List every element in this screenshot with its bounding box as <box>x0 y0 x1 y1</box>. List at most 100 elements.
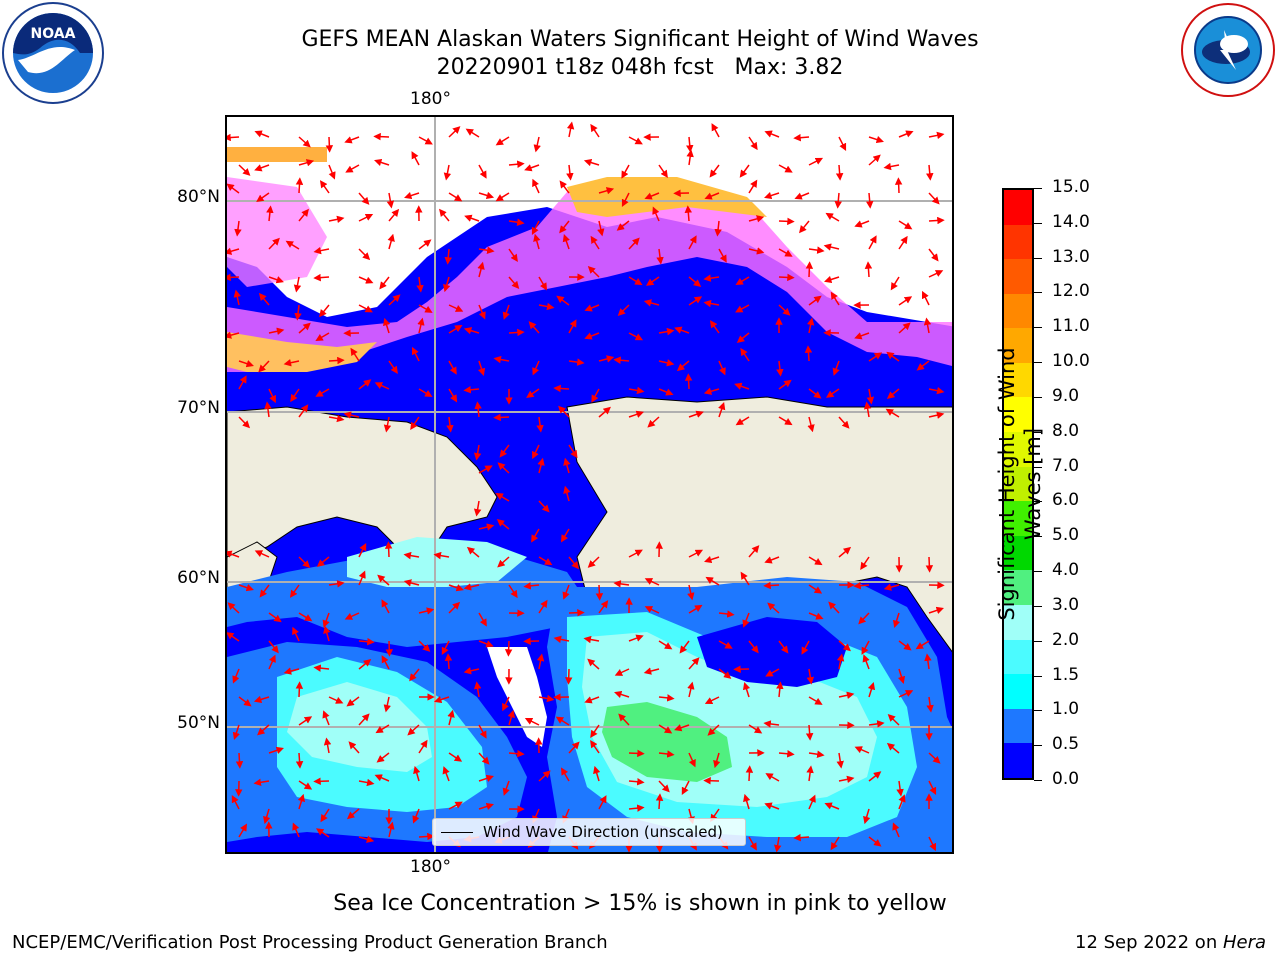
wave-direction-arrow <box>713 752 721 769</box>
wave-direction-arrow <box>740 571 750 586</box>
wave-direction-arrow <box>898 130 914 138</box>
wave-direction-arrow <box>711 123 720 138</box>
wave-direction-arrow <box>890 276 900 291</box>
colorbar-segment <box>1004 328 1032 363</box>
wave-direction-arrow <box>808 157 824 166</box>
wave-direction-arrow <box>824 802 840 810</box>
wave-direction-arrow <box>647 416 660 428</box>
wave-direction-arrow <box>658 780 670 793</box>
wave-direction-arrow <box>507 709 515 726</box>
wave-direction-arrow <box>748 136 758 151</box>
wave-direction-arrow <box>508 749 525 758</box>
wave-direction-arrow <box>595 584 604 601</box>
wave-direction-arrow <box>409 668 420 682</box>
wave-direction-arrow <box>532 360 540 376</box>
wave-direction-arrow <box>441 640 450 656</box>
wave-direction-arrow <box>618 713 630 726</box>
colorbar-segment <box>1004 362 1032 398</box>
wave-direction-arrow <box>328 164 336 180</box>
wave-direction-arrow <box>508 218 525 226</box>
colorbar-tick-label: 12.0 <box>1052 281 1090 301</box>
wave-direction-arrow <box>290 388 300 403</box>
wave-direction-arrow <box>748 545 760 558</box>
wave-direction-arrow <box>898 220 913 230</box>
colorbar-segment <box>1004 743 1032 778</box>
wave-direction-arrow <box>658 388 674 396</box>
colorbar-tick-label: 4.0 <box>1052 560 1080 580</box>
wave-direction-arrow <box>709 164 720 178</box>
wave-direction-arrow <box>562 234 570 250</box>
wave-direction-arrow <box>928 192 940 205</box>
colorbar-tick <box>1034 362 1042 363</box>
wave-direction-arrow <box>283 667 300 675</box>
wave-direction-arrow <box>710 808 720 822</box>
colorbar-tick <box>1034 606 1042 607</box>
wave-direction-arrow <box>477 360 486 376</box>
wave-direction-arrow <box>508 248 518 262</box>
wave-direction-arrow <box>298 612 313 622</box>
wave-direction-arrow <box>404 191 420 200</box>
wave-direction-arrow <box>793 833 810 842</box>
wave-direction-arrow <box>598 600 609 614</box>
wave-direction-arrow <box>358 192 370 205</box>
wave-direction-arrow <box>298 780 313 790</box>
colorbar-tick-label: 0.5 <box>1052 734 1080 754</box>
wave-direction-arrow <box>447 709 455 726</box>
wave-direction-arrow <box>473 681 482 698</box>
wave-direction-arrow <box>593 765 601 782</box>
wave-direction-arrow <box>688 549 704 558</box>
wave-direction-arrow <box>298 159 315 167</box>
wave-direction-arrow <box>778 304 791 316</box>
wave-direction-arrow <box>434 695 450 704</box>
wave-direction-arrow <box>838 691 855 699</box>
wave-direction-arrow <box>478 246 495 254</box>
wave-direction-arrow <box>376 752 390 763</box>
wave-direction-arrow <box>233 289 241 306</box>
wave-direction-arrow <box>568 358 585 366</box>
wave-direction-arrow <box>825 212 840 222</box>
wave-direction-arrow <box>718 668 732 679</box>
wave-direction-arrow <box>411 151 420 166</box>
wave-direction-arrow <box>231 794 240 810</box>
wave-direction-arrow <box>320 808 330 823</box>
wave-direction-arrow <box>403 551 420 560</box>
wave-direction-arrow <box>298 404 309 418</box>
wave-direction-arrow <box>524 717 540 726</box>
wave-direction-arrow <box>266 205 274 222</box>
wave-direction-arrow <box>343 411 360 419</box>
colorbar-tick <box>1034 432 1042 433</box>
wave-direction-arrow <box>374 774 390 782</box>
wave-direction-arrow <box>532 178 540 194</box>
wave-direction-arrow <box>868 135 884 144</box>
chart-subtitle: 20220901 t18z 048h fcst Max: 3.82 <box>436 55 844 80</box>
wave-direction-arrow <box>374 382 390 390</box>
wave-direction-arrow <box>643 299 660 307</box>
wave-direction-arrow <box>388 208 400 222</box>
wave-direction-arrow <box>767 602 780 614</box>
wave-direction-arrow <box>478 304 486 320</box>
wave-direction-arrow <box>614 690 630 699</box>
wave-direction-arrow <box>854 746 870 754</box>
colorbar-segment <box>1004 605 1032 640</box>
wave-direction-arrow <box>883 162 900 171</box>
wave-direction-arrow <box>590 740 600 754</box>
wave-direction-arrow <box>315 388 330 397</box>
wave-direction-arrow <box>295 177 304 194</box>
sea-ice-note: Sea Ice Concentration > 15% is shown in … <box>333 891 947 916</box>
wave-direction-arrow <box>387 821 395 838</box>
wave-direction-arrow <box>268 746 284 754</box>
wave-direction-arrow <box>828 601 840 614</box>
wave-direction-arrow <box>448 360 457 375</box>
wave-direction-arrow <box>232 724 240 740</box>
wave-direction-arrow <box>328 356 345 365</box>
wave-direction-arrow <box>358 304 373 313</box>
wave-direction-arrow <box>524 164 540 172</box>
wave-direction-arrow <box>923 317 932 334</box>
wave-direction-arrow <box>926 164 934 181</box>
wave-direction-arrow <box>538 500 550 513</box>
wave-direction-arrow <box>528 321 540 334</box>
wave-direction-arrow <box>883 583 900 591</box>
wave-direction-arrow <box>928 131 945 140</box>
wave-direction-arrow <box>495 136 510 146</box>
wave-direction-arrow <box>531 528 540 543</box>
